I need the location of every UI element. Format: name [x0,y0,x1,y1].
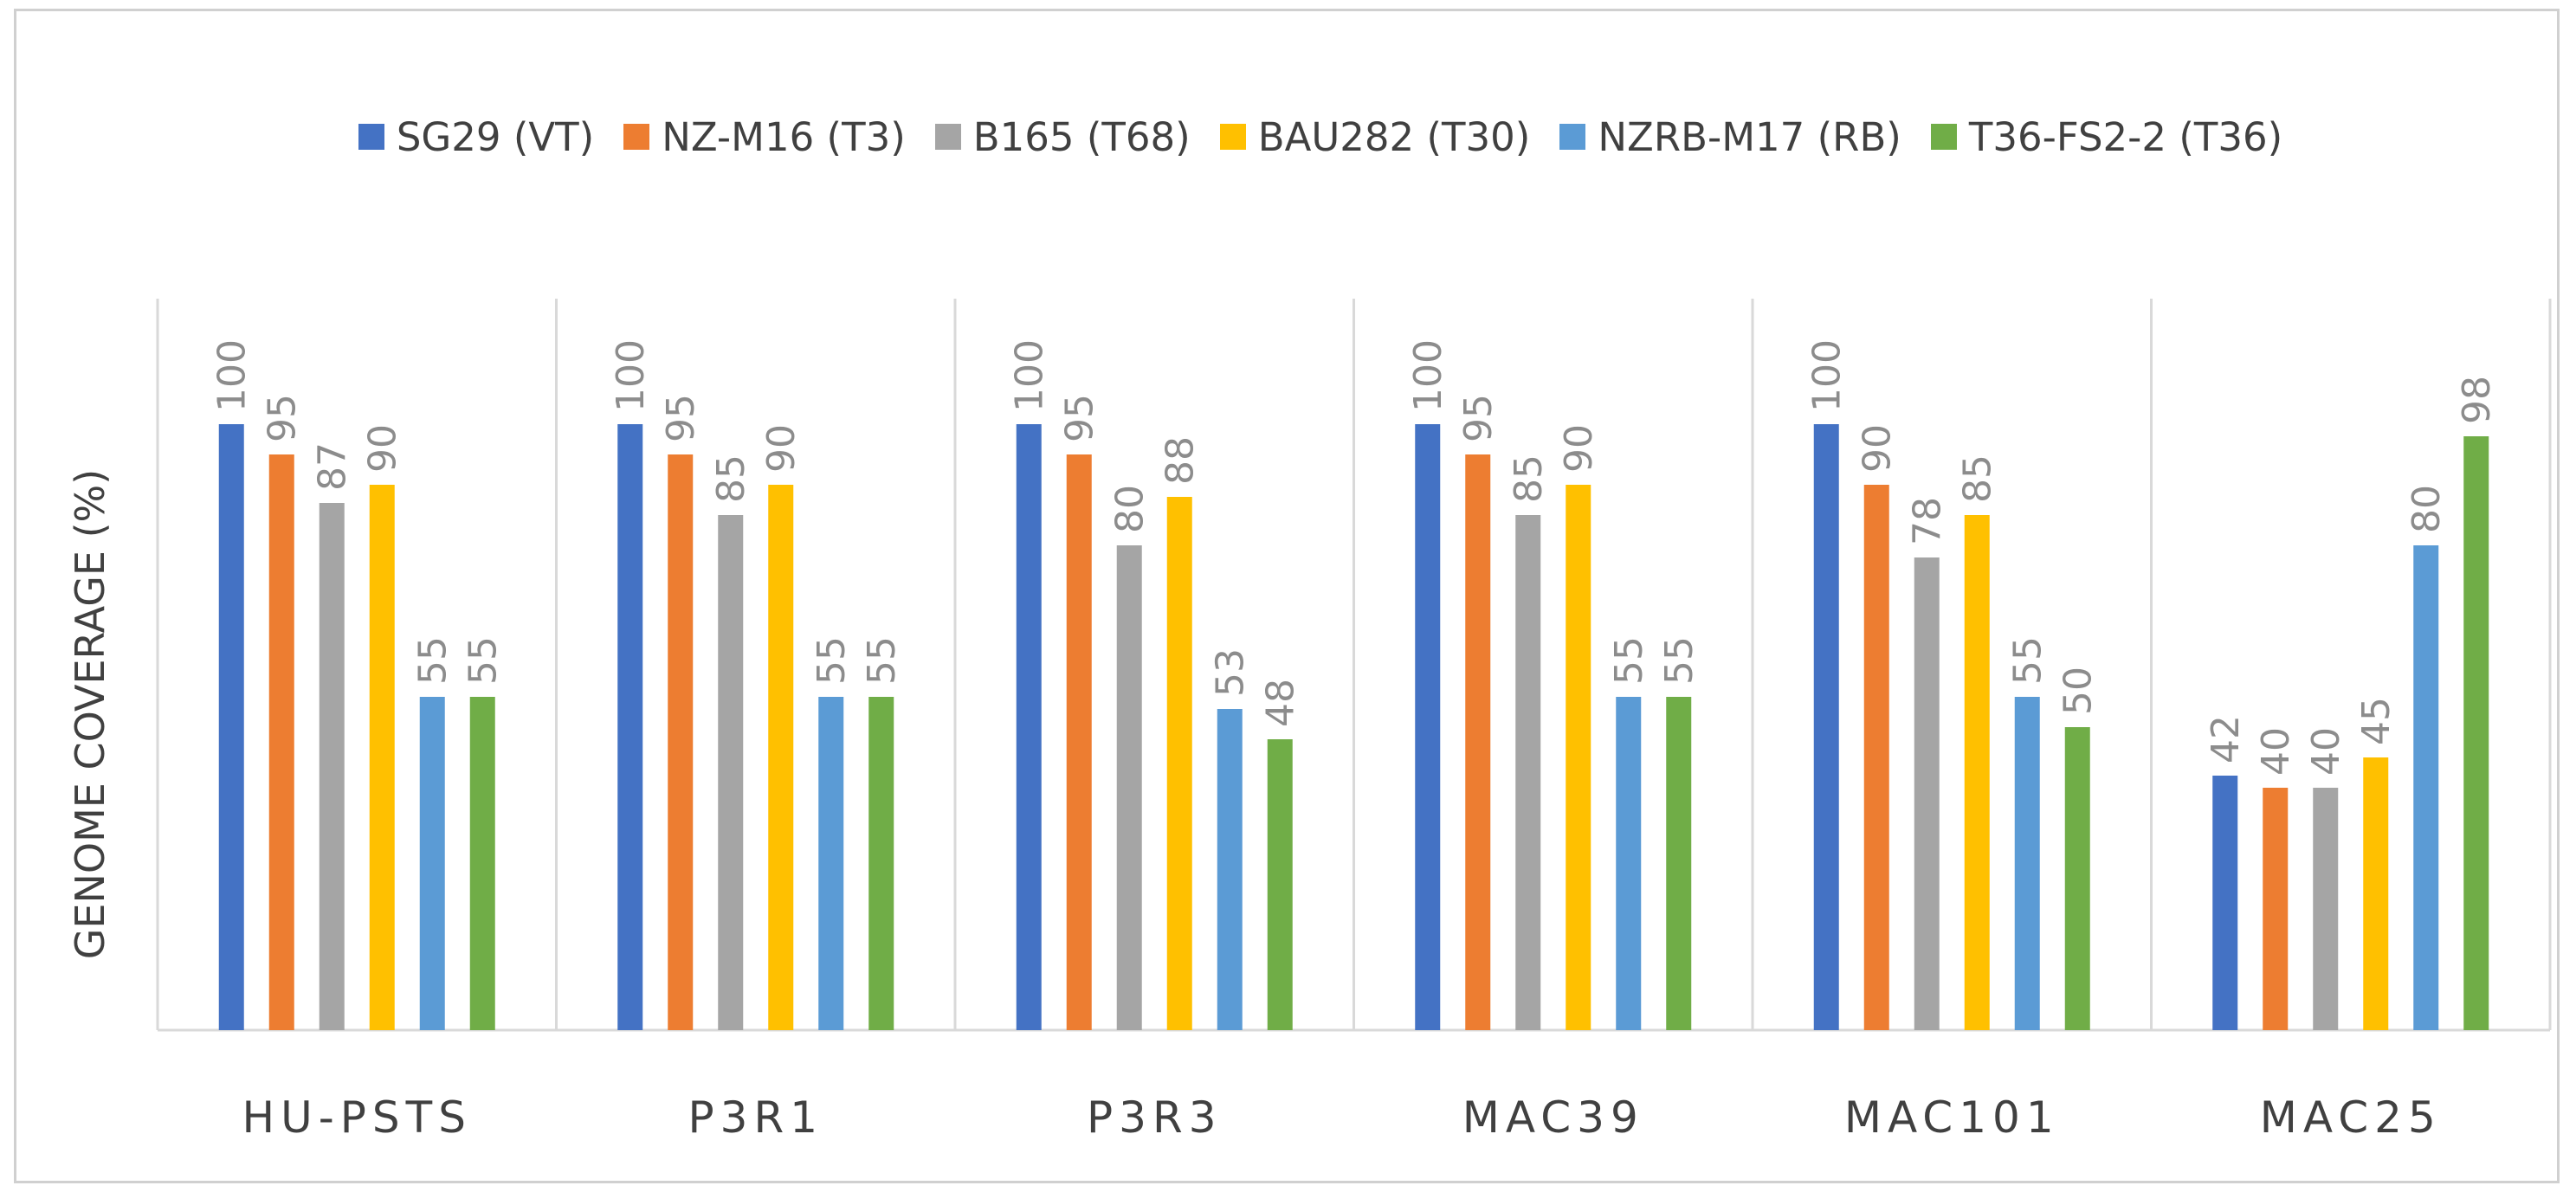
data-label: 87 [310,442,354,491]
data-label: 90 [759,424,804,473]
x-tick-label: HU-PSTS [242,1092,472,1143]
bar [2313,788,2339,1030]
bar [617,424,643,1030]
legend-item: B165 (T68) [934,113,1191,160]
bar [1465,454,1491,1030]
data-label: 85 [1955,454,1999,503]
bar [1217,709,1243,1030]
legend-label: NZ-M16 (T3) [662,113,906,160]
data-label: 55 [1657,636,1701,685]
legend-item: T36-FS2-2 (T36) [1930,113,2283,160]
bar [768,485,794,1030]
bar [1566,485,1591,1030]
data-label: 100 [1007,339,1051,412]
data-label: 55 [860,636,904,685]
data-label: 40 [2304,727,2348,776]
data-label: 45 [2354,697,2398,745]
x-tick-label: MAC25 [2260,1092,2442,1143]
x-tick-label: MAC101 [1844,1092,2060,1143]
data-label: 100 [1406,339,1450,412]
data-label: 55 [810,636,854,685]
data-label: 85 [709,454,753,503]
data-label: 53 [1208,648,1252,697]
legend-item: SG29 (VT) [358,114,594,160]
bar [1267,739,1293,1030]
bar [218,424,244,1030]
bar [419,697,445,1030]
data-label: 100 [210,339,254,412]
bar [1616,697,1642,1030]
data-label: 80 [1107,485,1152,533]
bar [2413,545,2439,1030]
bar [818,697,844,1030]
legend-label: SG29 (VT) [396,113,595,160]
data-label: 48 [1258,679,1302,727]
legend-label: NZRB-M17 (RB) [1598,113,1901,160]
data-label: 40 [2254,727,2298,776]
legend-swatch [1930,124,1957,150]
bar [268,454,294,1030]
legend-swatch [1559,124,1586,150]
data-label: 95 [1456,394,1501,442]
legend-label: B165 (T68) [972,113,1191,160]
bar [319,503,345,1030]
data-label: 90 [1557,424,1601,473]
data-label: 90 [1855,424,1899,473]
bar [718,515,744,1030]
bar [868,697,894,1030]
bar [369,485,395,1030]
legend-swatch [934,124,961,150]
bar [1116,545,1142,1030]
data-label: 55 [461,636,505,685]
bar [668,454,694,1030]
data-label: 95 [1057,394,1101,442]
data-label: 100 [609,339,653,412]
bar [2263,788,2289,1030]
legend-swatch [1219,124,1246,150]
bar [2363,757,2389,1030]
bar [1666,697,1692,1030]
bar [1515,515,1541,1030]
legend-label: T36-FS2-2 (T36) [1968,113,2283,160]
data-label: 80 [2405,485,2449,533]
data-label: 88 [1158,436,1202,485]
data-label: 90 [360,424,404,473]
data-label: 50 [2056,667,2100,715]
x-tick-label: P3R1 [688,1092,823,1143]
bar [469,697,495,1030]
data-label: 85 [1507,454,1551,503]
data-label: 55 [2005,636,2050,685]
legend-item: BAU282 (T30) [1219,113,1531,160]
x-tick-label: P3R3 [1087,1092,1223,1143]
data-label: 95 [659,394,703,442]
data-label: 98 [2455,376,2499,424]
bar [1166,497,1192,1030]
bar [2064,727,2090,1030]
x-tick-label: MAC39 [1462,1092,1644,1143]
data-label: 55 [1607,636,1651,685]
bar [1415,424,1441,1030]
legend: SG29 (VT) NZ-M16 (T3) B165 (T68) BAU282 (T3… [87,102,2554,171]
bar [2014,697,2040,1030]
data-label: 95 [260,394,304,442]
legend-swatch [358,124,384,150]
legend-item: NZRB-M17 (RB) [1559,114,1901,160]
bar [1016,424,1042,1030]
data-label: 55 [410,636,455,685]
bar [1914,557,1940,1030]
data-label: 42 [2204,715,2248,764]
bar [2463,436,2489,1030]
legend-swatch [623,124,650,150]
bar [1066,454,1092,1030]
data-label: 78 [1905,497,1949,545]
bar [1964,515,1990,1030]
legend-item: NZ-M16 (T3) [623,114,906,160]
bar [1863,485,1889,1030]
bar [2212,776,2238,1030]
bar [1813,424,1839,1030]
legend-label: BAU282 (T30) [1257,113,1531,160]
data-label: 100 [1804,339,1849,412]
